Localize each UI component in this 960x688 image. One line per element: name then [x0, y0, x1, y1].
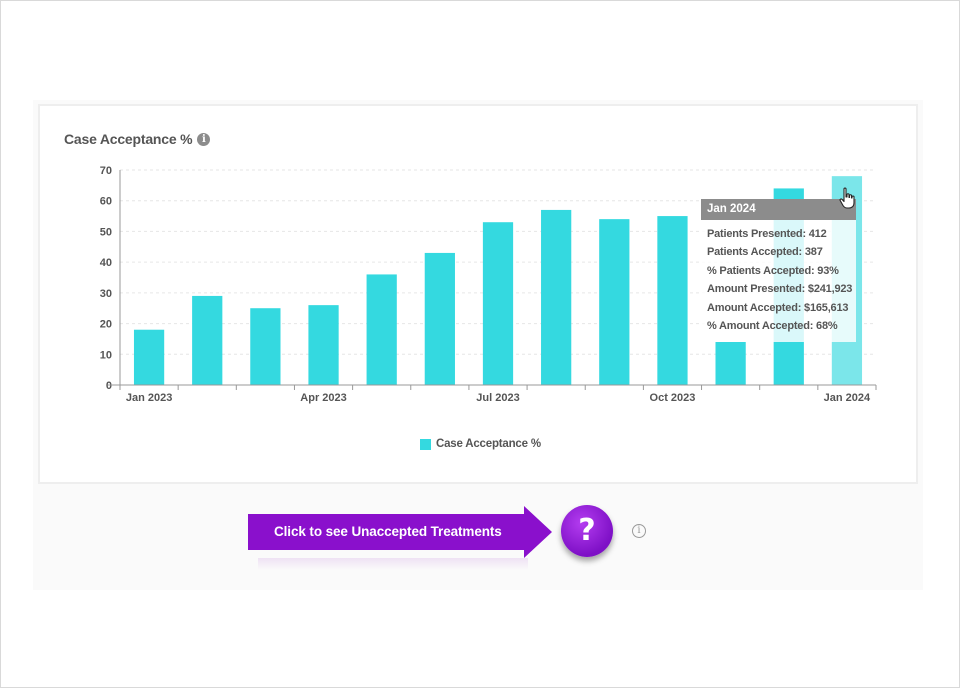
- chart-tooltip: Jan 2024 Patients Presented: 412 Patient…: [701, 199, 856, 342]
- tooltip-line-patients-presented: Patients Presented: 412: [707, 228, 827, 240]
- y-tick-label: 30: [100, 288, 112, 300]
- info-circle-icon[interactable]: i: [197, 132, 211, 146]
- tooltip-title: Jan 2024: [701, 199, 856, 220]
- tooltip-line-amount-accepted: Amount Accepted: $165,613: [707, 301, 849, 314]
- unaccepted-treatments-button[interactable]: Click to see Unaccepted Treatments: [248, 506, 552, 558]
- bar[interactable]: [715, 342, 746, 385]
- y-tick-label: 0: [106, 380, 112, 392]
- tooltip-line-pct-patients-accepted: % Patients Accepted: 93%: [707, 264, 839, 277]
- chart-legend[interactable]: Case Acceptance %: [420, 438, 541, 450]
- bar[interactable]: [424, 252, 455, 385]
- tooltip-line-pct-amount-accepted: % Amount Accepted: 68%: [707, 319, 838, 332]
- cta-label: Click to see Unaccepted Treatments: [274, 524, 502, 539]
- tooltip-lines: Patients Presented: 412 Patients Accepte…: [701, 220, 856, 335]
- bar[interactable]: [192, 295, 223, 385]
- x-tick-label: Jan 2024: [824, 392, 871, 404]
- x-tick-label: Oct 2023: [650, 392, 696, 404]
- y-tick-label: 40: [100, 257, 112, 269]
- bar[interactable]: [657, 216, 688, 385]
- y-tick-label: 10: [100, 349, 112, 361]
- hand-pointer-icon: [839, 187, 855, 209]
- y-tick-label: 60: [100, 196, 112, 208]
- legend-label: Case Acceptance %: [436, 438, 541, 450]
- bar[interactable]: [482, 222, 514, 385]
- y-tick-label: 20: [100, 319, 112, 331]
- y-tick-label: 70: [100, 165, 112, 177]
- x-tick-label: Apr 2023: [300, 392, 346, 404]
- question-mark-icon[interactable]: ?: [561, 505, 613, 557]
- legend-swatch: [420, 438, 431, 450]
- tooltip-line-amount-presented: Amount Presented: $241,923: [707, 283, 853, 296]
- chart-title: Case Acceptance %: [64, 131, 193, 147]
- panel-header: Case Acceptance % i: [64, 130, 211, 148]
- cta-arrow-shape: [248, 506, 552, 558]
- x-tick-label: Jan 2023: [126, 392, 172, 404]
- bar[interactable]: [308, 305, 339, 385]
- bar[interactable]: [541, 209, 572, 385]
- x-tick-label: Jul 2023: [476, 392, 519, 404]
- bar[interactable]: [133, 329, 165, 385]
- bar[interactable]: [599, 219, 630, 385]
- tooltip-line-patients-accepted: Patients Accepted: 387: [707, 246, 823, 259]
- y-tick-label: 50: [100, 226, 112, 238]
- info-outline-icon[interactable]: i: [632, 524, 646, 538]
- bar[interactable]: [250, 308, 281, 385]
- cta-reflection: [258, 558, 528, 570]
- bar[interactable]: [366, 274, 397, 385]
